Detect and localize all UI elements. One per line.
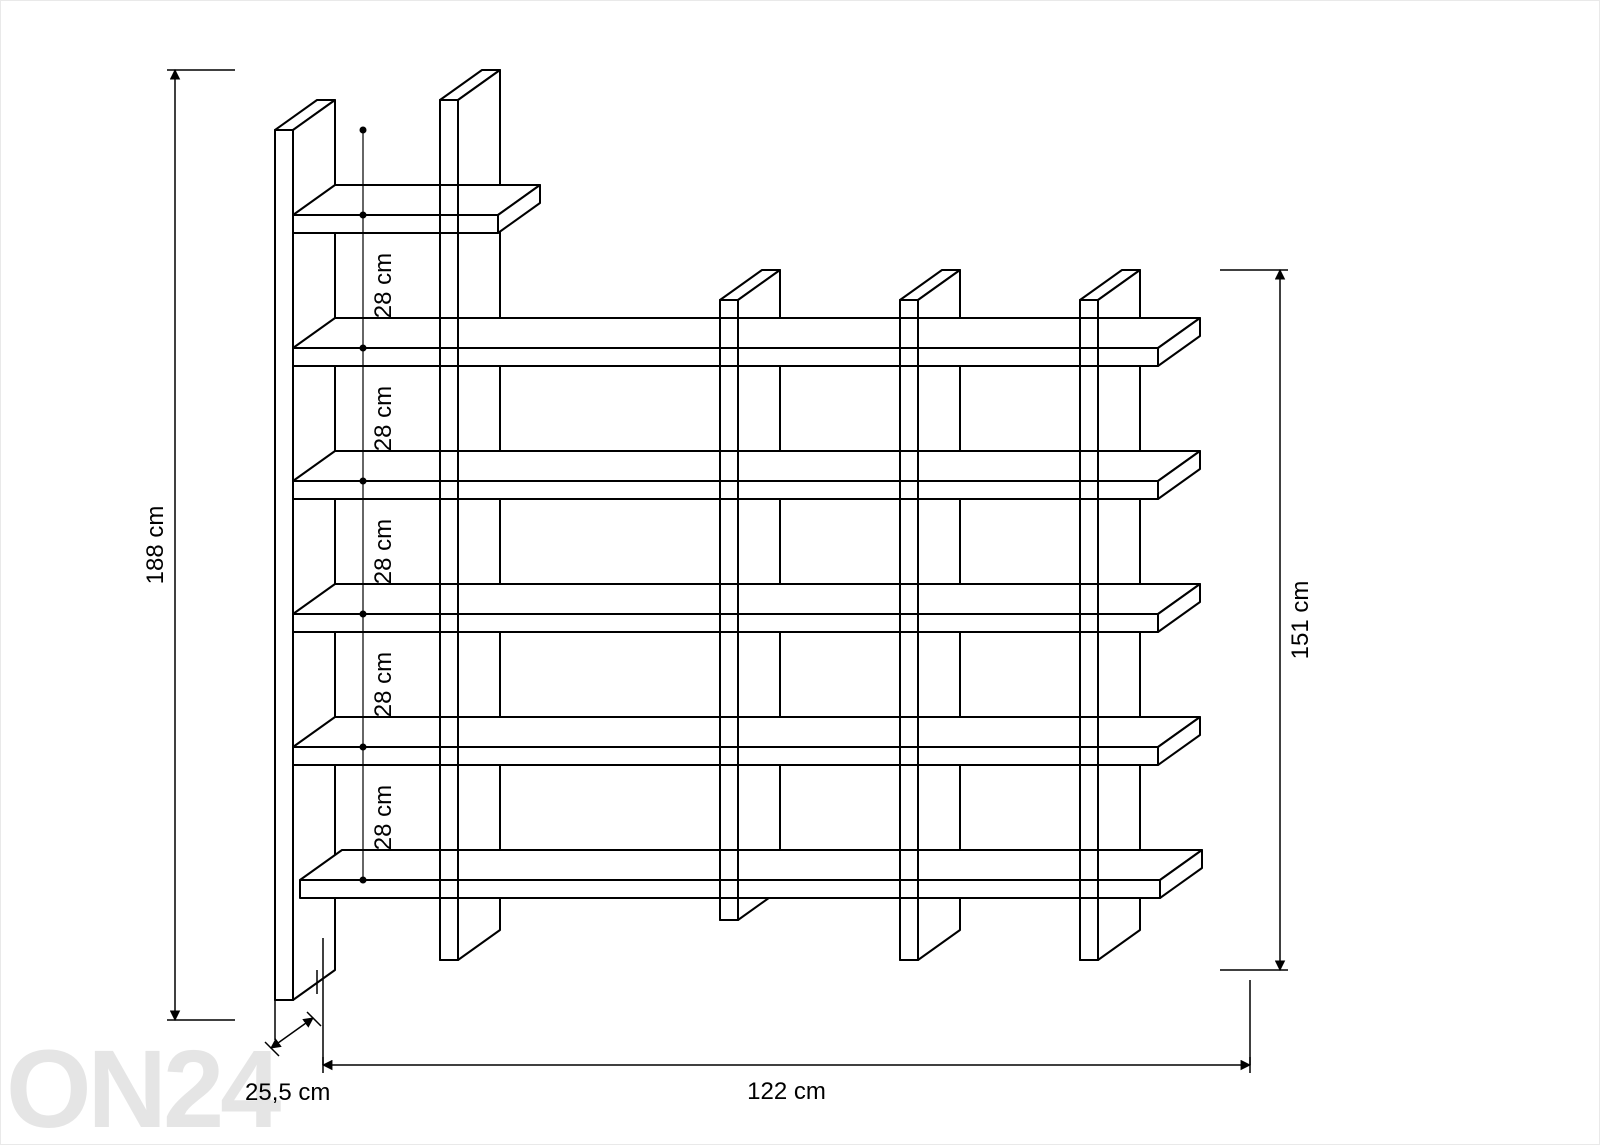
image-frame [0,0,1600,1145]
watermark-logo: ON24 [0,1035,283,1145]
